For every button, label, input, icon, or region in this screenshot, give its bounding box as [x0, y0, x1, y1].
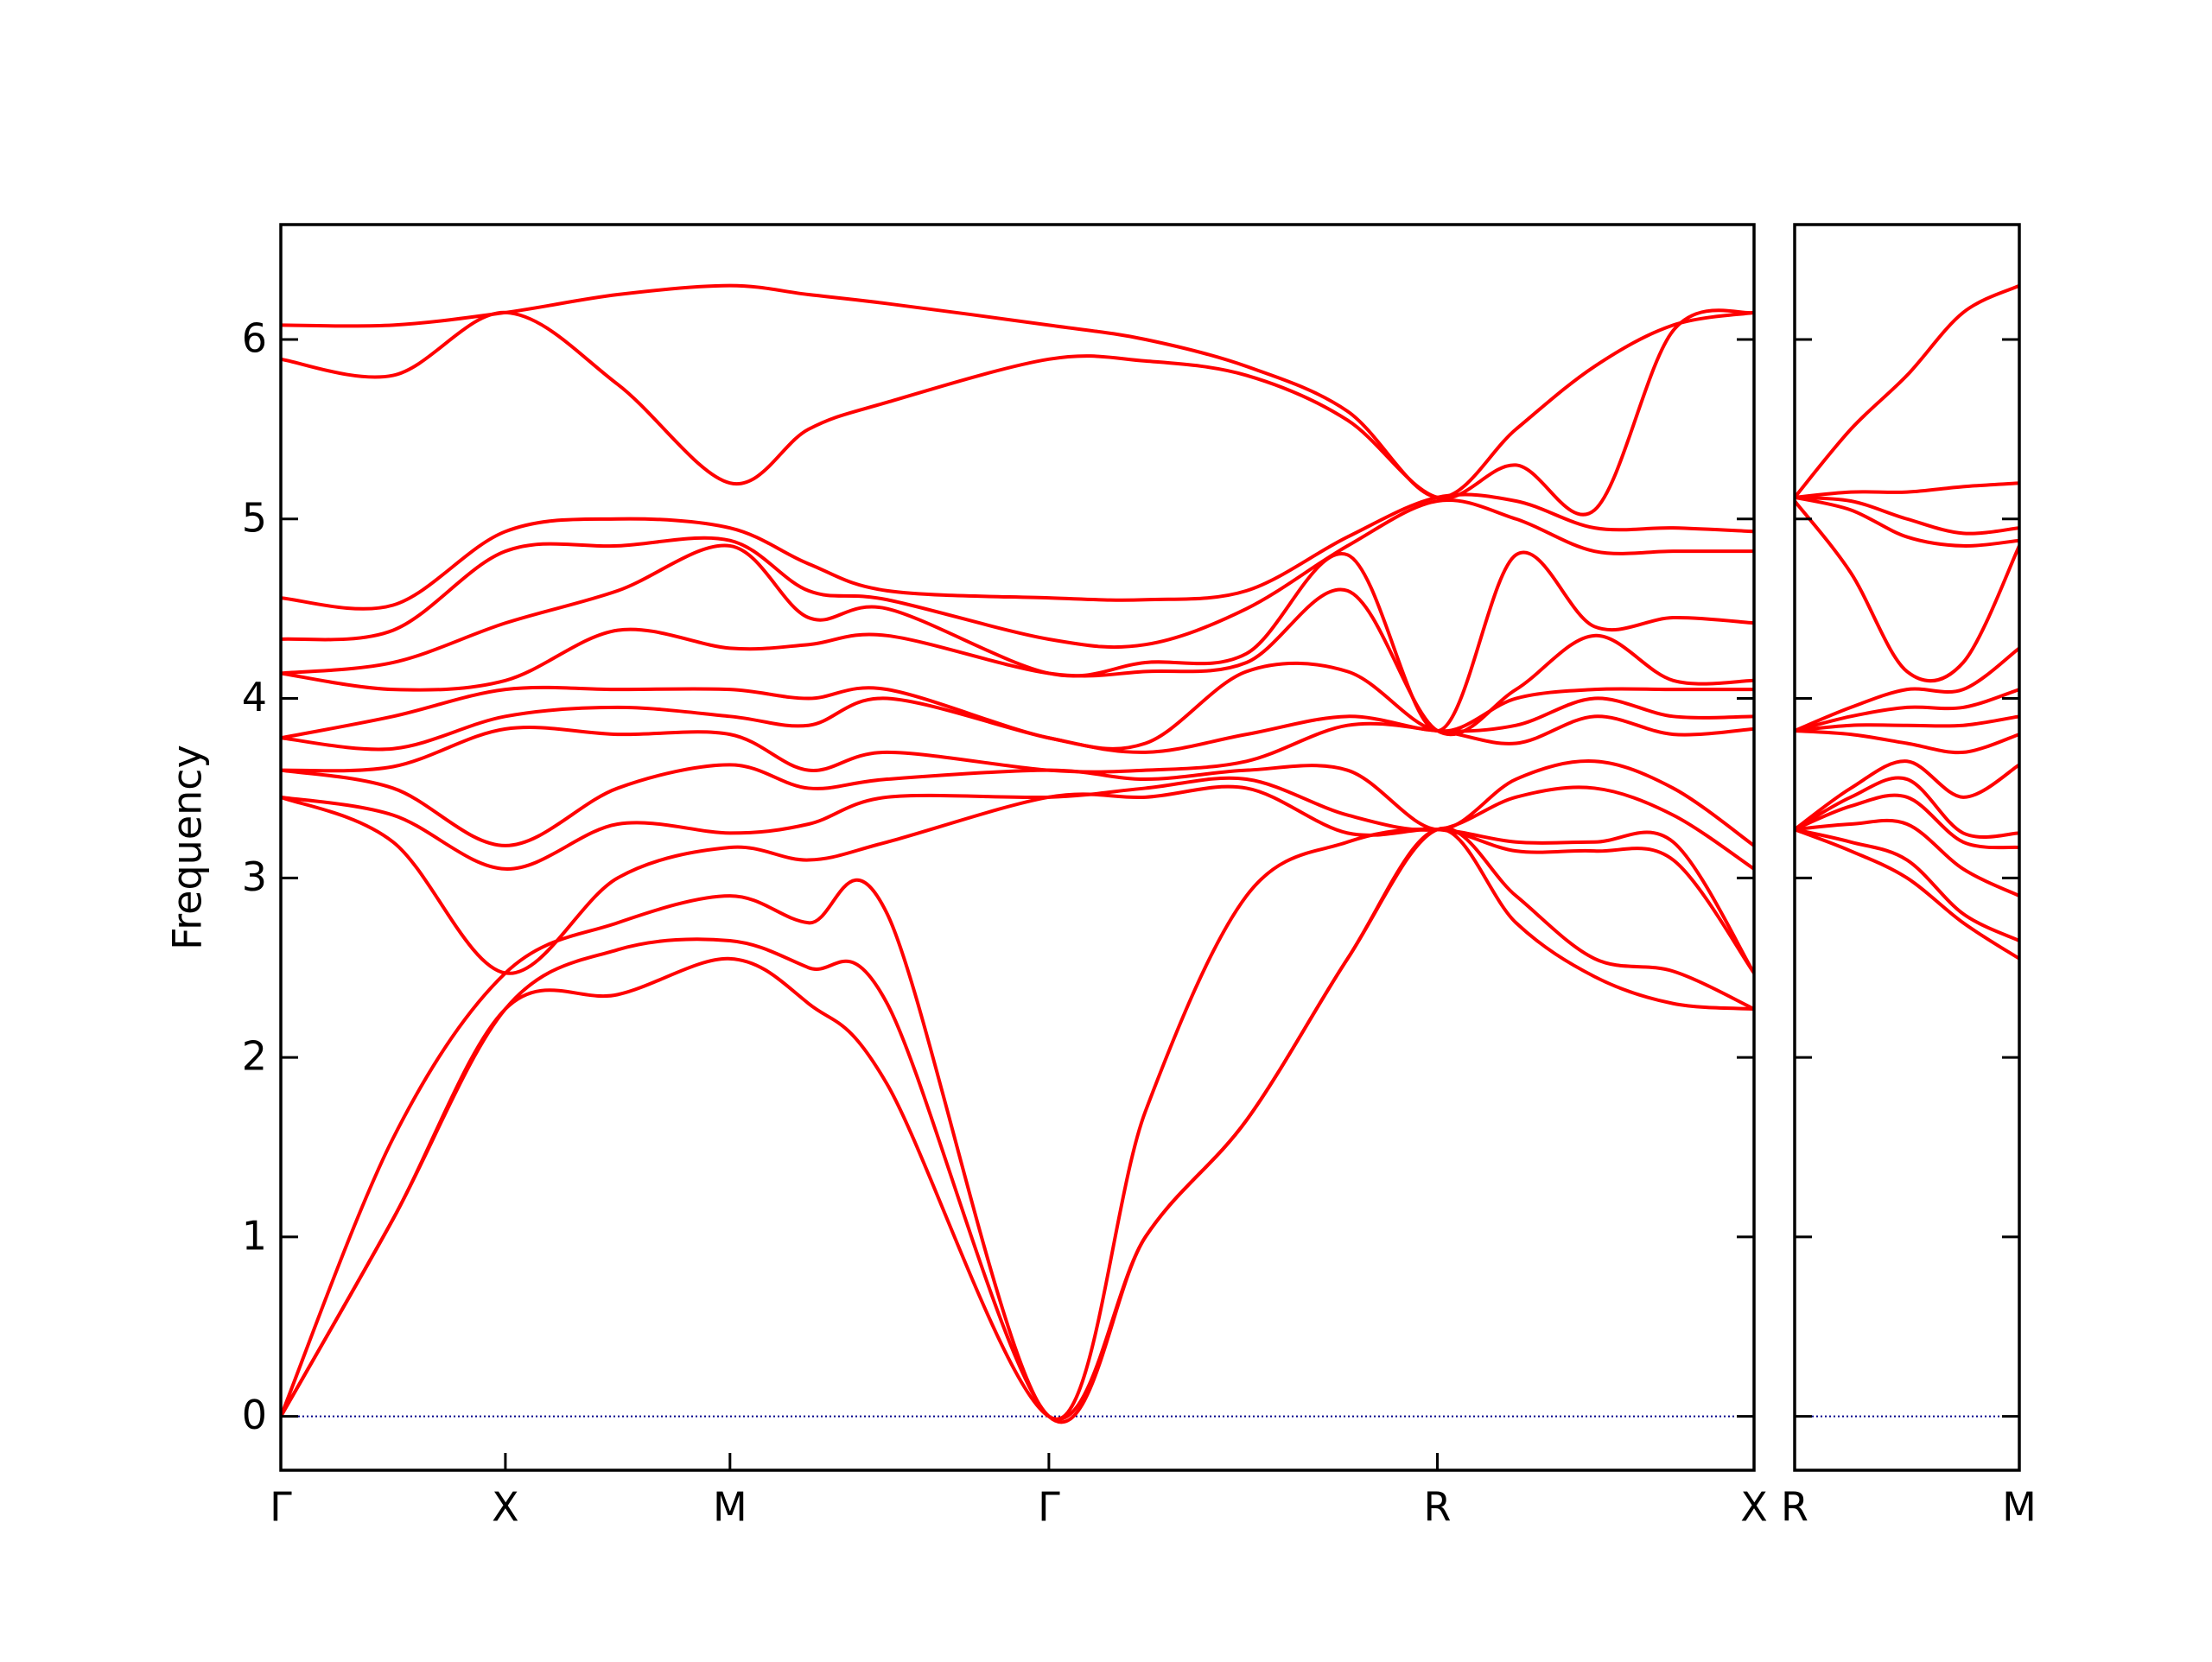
- y-tick-label: 0: [242, 1392, 267, 1438]
- x-tick-label: R: [1424, 1484, 1452, 1531]
- band-line: [1795, 283, 2019, 499]
- x-tick-label: M: [713, 1484, 747, 1531]
- y-tick-label: 4: [242, 674, 267, 720]
- band-line: [1795, 828, 2019, 942]
- x-tick-label: M: [2002, 1484, 2037, 1531]
- band-line: [1795, 818, 2019, 898]
- band-line: [1795, 714, 2019, 733]
- band-line: [281, 661, 1754, 751]
- band-line: [281, 498, 1754, 650]
- band-line: [281, 827, 1754, 1421]
- band-line: [281, 587, 1754, 737]
- band-line: [281, 543, 1754, 733]
- band-line: [281, 828, 1754, 1421]
- band-line: [281, 776, 1754, 871]
- y-tick-label: 1: [242, 1212, 267, 1259]
- band-line: [281, 283, 1754, 499]
- band-line: [1795, 759, 2019, 831]
- x-tick-label: X: [492, 1484, 519, 1531]
- band-line: [281, 696, 1754, 754]
- band-line: [1795, 828, 2019, 961]
- y-tick-label: 6: [242, 314, 267, 361]
- band-line: [281, 826, 1754, 1424]
- x-tick-label: Γ: [270, 1484, 292, 1531]
- band-line: [281, 714, 1754, 774]
- band-line: [1795, 688, 2019, 733]
- band-line: [1795, 495, 2019, 548]
- y-tick-label: 5: [242, 494, 267, 541]
- band-line: [1795, 495, 2019, 536]
- band-line: [1795, 776, 2019, 839]
- band-line: [281, 492, 1754, 611]
- y-axis-label: Frequency: [164, 745, 211, 950]
- band-line: [281, 308, 1754, 517]
- y-tick-label: 3: [242, 853, 267, 900]
- band-line: [1795, 481, 2019, 499]
- x-tick-label: Γ: [1038, 1484, 1060, 1531]
- x-tick-label: R: [1781, 1484, 1808, 1531]
- x-tick-label: X: [1740, 1484, 1768, 1531]
- band-line: [1795, 646, 2019, 733]
- band-line: [1795, 793, 2019, 850]
- plot-frame: [1793, 223, 2021, 1472]
- band-line: [1795, 728, 2019, 755]
- band-line: [1795, 499, 2019, 683]
- band-line: [281, 784, 1754, 975]
- y-tick-label: 2: [242, 1033, 267, 1080]
- plot-frame: [279, 223, 1756, 1472]
